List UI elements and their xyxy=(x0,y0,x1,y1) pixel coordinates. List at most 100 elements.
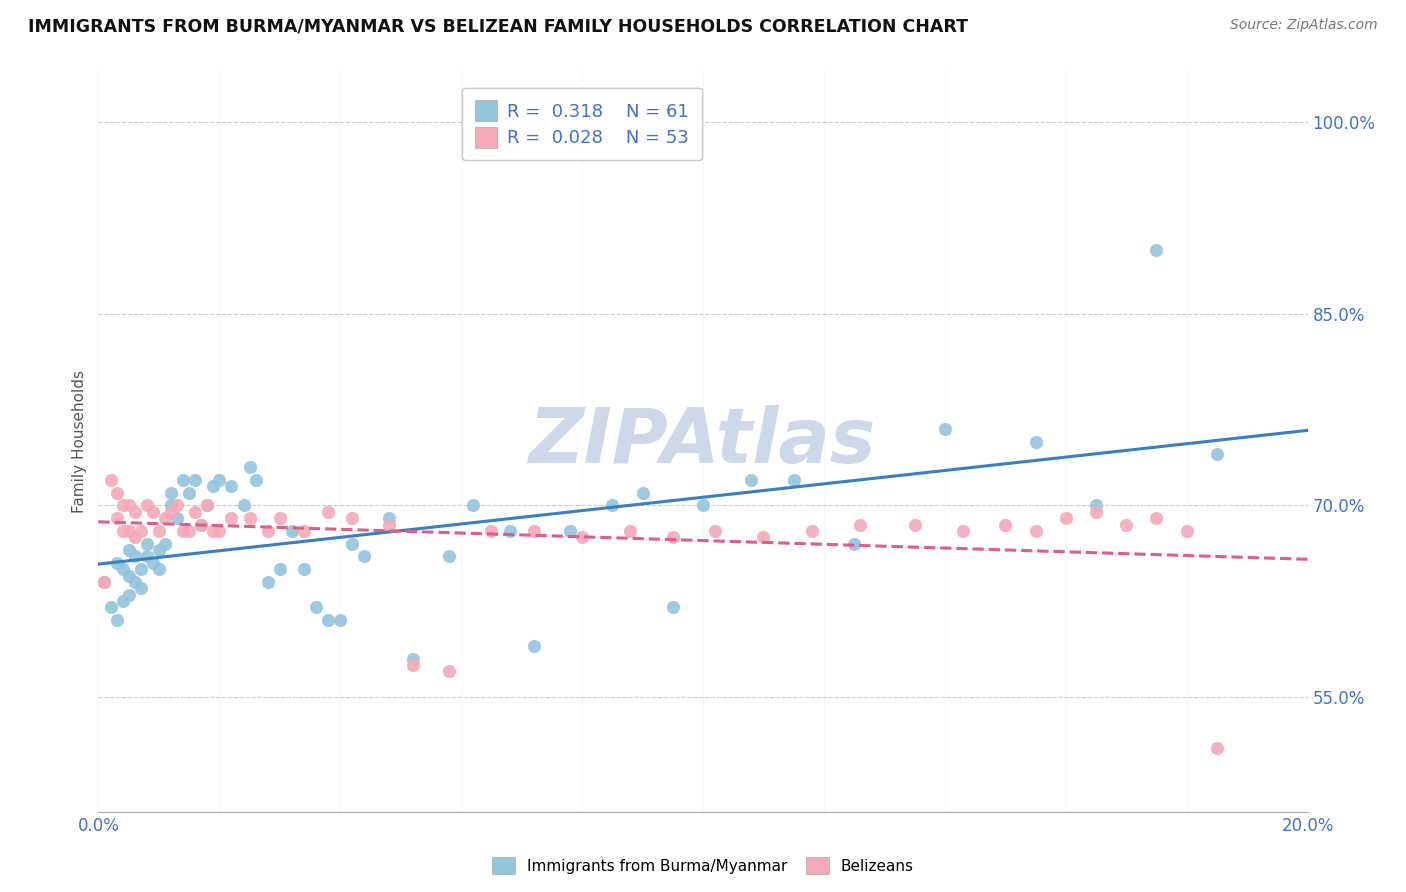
Point xyxy=(481,524,503,538)
Point xyxy=(571,530,593,544)
Point xyxy=(190,517,212,532)
Point xyxy=(523,524,546,538)
Point xyxy=(148,562,170,576)
Point xyxy=(124,530,146,544)
Point xyxy=(402,651,425,665)
Point xyxy=(221,479,243,493)
Point xyxy=(160,505,183,519)
Point xyxy=(1115,517,1137,532)
Point xyxy=(631,485,654,500)
Point xyxy=(752,530,775,544)
Point xyxy=(118,499,141,513)
Point xyxy=(800,524,823,538)
Point xyxy=(124,505,146,519)
Point xyxy=(142,505,165,519)
Point xyxy=(305,600,328,615)
Point xyxy=(904,517,927,532)
Point xyxy=(118,524,141,538)
Point xyxy=(239,460,262,475)
Point xyxy=(118,568,141,582)
Point xyxy=(93,574,115,589)
Point xyxy=(153,536,176,550)
Point xyxy=(105,485,128,500)
Point xyxy=(402,657,425,672)
Point xyxy=(118,588,141,602)
Point xyxy=(184,505,207,519)
Point xyxy=(184,473,207,487)
Point xyxy=(124,574,146,589)
Text: IMMIGRANTS FROM BURMA/MYANMAR VS BELIZEAN FAMILY HOUSEHOLDS CORRELATION CHART: IMMIGRANTS FROM BURMA/MYANMAR VS BELIZEA… xyxy=(28,18,969,36)
Point xyxy=(437,549,460,564)
Point xyxy=(849,517,872,532)
Point xyxy=(619,524,641,538)
Point xyxy=(844,536,866,550)
Point xyxy=(292,524,315,538)
Point xyxy=(100,600,122,615)
Point xyxy=(740,473,762,487)
Point xyxy=(129,524,152,538)
Point xyxy=(177,524,201,538)
Point xyxy=(160,485,183,500)
Point xyxy=(704,524,727,538)
Point xyxy=(129,562,152,576)
Point xyxy=(195,499,218,513)
Point xyxy=(342,511,364,525)
Point xyxy=(558,524,581,538)
Point xyxy=(498,524,520,538)
Point xyxy=(190,517,212,532)
Point xyxy=(1085,505,1108,519)
Y-axis label: Family Households: Family Households xyxy=(72,370,87,513)
Point xyxy=(329,613,352,627)
Point xyxy=(129,582,152,596)
Point xyxy=(952,524,974,538)
Point xyxy=(463,499,485,513)
Point xyxy=(269,562,291,576)
Point xyxy=(124,549,146,564)
Point xyxy=(1206,740,1229,755)
Point xyxy=(269,511,291,525)
Point xyxy=(148,524,170,538)
Point xyxy=(172,473,194,487)
Point xyxy=(172,524,194,538)
Point xyxy=(377,517,399,532)
Text: Source: ZipAtlas.com: Source: ZipAtlas.com xyxy=(1230,18,1378,32)
Legend: Immigrants from Burma/Myanmar, Belizeans: Immigrants from Burma/Myanmar, Belizeans xyxy=(486,851,920,880)
Point xyxy=(100,473,122,487)
Point xyxy=(202,524,225,538)
Point xyxy=(342,536,364,550)
Point xyxy=(105,511,128,525)
Point xyxy=(153,511,176,525)
Point xyxy=(135,536,157,550)
Point xyxy=(437,665,460,679)
Point xyxy=(148,543,170,558)
Point xyxy=(111,524,134,538)
Point xyxy=(316,505,339,519)
Point xyxy=(177,485,201,500)
Point xyxy=(1175,524,1198,538)
Point xyxy=(160,499,183,513)
Point xyxy=(142,556,165,570)
Point xyxy=(245,473,267,487)
Point xyxy=(292,562,315,576)
Point xyxy=(1024,434,1046,449)
Point xyxy=(602,499,624,513)
Legend: R =  0.318    N = 61, R =  0.028    N = 53: R = 0.318 N = 61, R = 0.028 N = 53 xyxy=(463,87,702,161)
Point xyxy=(135,499,157,513)
Point xyxy=(93,574,115,589)
Point xyxy=(118,543,141,558)
Point xyxy=(377,511,399,525)
Point xyxy=(1144,243,1167,257)
Point xyxy=(221,511,243,525)
Point xyxy=(256,524,278,538)
Point xyxy=(1206,447,1229,461)
Point xyxy=(782,473,804,487)
Point xyxy=(1024,524,1046,538)
Point xyxy=(281,524,304,538)
Point xyxy=(195,499,218,513)
Point xyxy=(1144,511,1167,525)
Point xyxy=(256,574,278,589)
Point xyxy=(934,422,956,436)
Point xyxy=(232,499,254,513)
Point xyxy=(202,479,225,493)
Point xyxy=(111,562,134,576)
